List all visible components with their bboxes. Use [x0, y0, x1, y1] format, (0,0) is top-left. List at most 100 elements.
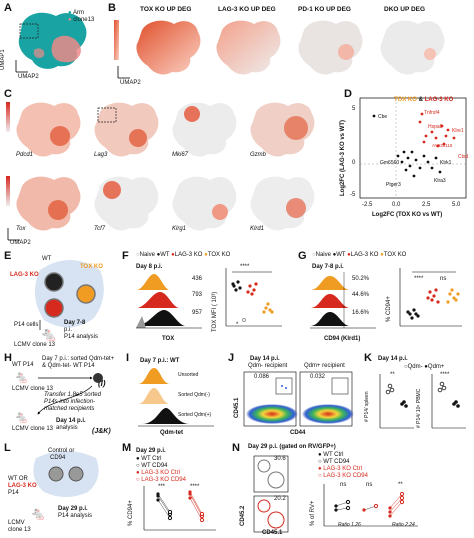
n-yaxis2: % of RV+	[310, 500, 316, 526]
legend-clone13: ● clone13	[68, 17, 95, 23]
gene-gzmb: Gzmb	[250, 152, 267, 158]
m-legend-1: ○ WT CD94	[136, 463, 168, 469]
axis-umap1-a: UMAP1	[0, 49, 6, 70]
n-ns2: ns	[366, 482, 373, 488]
d-ytick-m5: -5	[350, 192, 356, 198]
panel-label-c: C	[4, 88, 12, 100]
panel-label-b: B	[108, 2, 116, 14]
d-yaxis: Log2FC (LAG-3 KO vs WT)	[340, 120, 346, 196]
k-day: Day 14 p.i.	[378, 356, 408, 362]
f-yaxis: TOX MFI ( 10³)	[212, 291, 218, 332]
gene-pdcd1: Pdcd1	[16, 152, 34, 158]
l-title2: CD94	[50, 455, 66, 461]
gene-cbe: Cbe	[378, 114, 388, 120]
e-tox: TOX KO	[80, 264, 103, 270]
title-tox-ko-up: TOX KO UP DEG	[140, 6, 192, 13]
f-legend: ○Naive ●WT ●LAG-3 KO ●TOX KO	[136, 252, 231, 258]
n-stars: **	[398, 482, 403, 488]
axis-umap2-c: UMAP2	[10, 240, 31, 246]
n-legend-3: ○ LAG-3 KO CD94	[318, 473, 368, 479]
umap-a-svg	[15, 12, 87, 73]
gene-lag3: Lag3	[94, 152, 108, 158]
h-transfer: Transfer 1.8e5 sorted	[44, 392, 101, 398]
d-ytick-0: 0	[352, 160, 356, 166]
e-pi: p.i.	[64, 327, 73, 333]
n-q2: 20.2	[274, 496, 286, 502]
k-dotplots	[379, 374, 466, 429]
j-p1: 0.086	[254, 374, 270, 380]
schematic-e	[34, 260, 104, 330]
panel-label-e: E	[4, 250, 12, 262]
n-dotplot	[323, 484, 418, 527]
e-analysis: P14 analysis	[64, 334, 99, 340]
m-legend-0: ● WT Ctrl	[136, 456, 162, 462]
h-day14: Day 14 p.i.	[56, 418, 86, 424]
f-star1: *	[236, 322, 239, 328]
title-dko-up: DKO UP DEG	[384, 6, 426, 13]
n-q1: 30.6	[274, 456, 286, 462]
l-schematic	[33, 451, 99, 497]
gene-mki67: Mki67	[172, 152, 189, 158]
gene-ptger3: Ptger3	[386, 182, 401, 188]
l-day: Day 29 p.i.	[58, 506, 88, 512]
n-flow-plots	[253, 455, 289, 533]
e-lcmv: LCMV clone 13	[14, 342, 56, 348]
n-ratio1: Ratio 1.26	[338, 522, 361, 528]
title-pd1-ko-up: PD-1 KO UP DEG	[298, 6, 351, 13]
gene-gm6560: Gm6560	[380, 160, 400, 166]
n-ratio2: Ratio 2.24	[392, 522, 415, 528]
g-histogram	[310, 272, 376, 329]
m-legend-2: ● LAG-3 KO Ctrl	[136, 470, 180, 476]
f-mfi-436: 436	[192, 276, 203, 282]
h-lcmv2: LCMV clone 13	[12, 426, 54, 432]
gene-klre1: Klre1	[452, 128, 464, 134]
gene-ay036118: AY036118	[432, 143, 453, 148]
n-xaxis: CD45.1	[262, 530, 283, 536]
f-dotplot	[225, 268, 282, 327]
j-h1: Qdm- recipient	[248, 363, 288, 369]
j-xaxis: CD44	[290, 430, 306, 436]
g-xaxis: CD94 (Klrd1)	[324, 336, 361, 342]
gene-hspa8: Hspa8	[428, 124, 443, 130]
g-stars: ****	[414, 276, 424, 282]
mouse-icon-l: 🐁	[30, 506, 47, 521]
j-p2: 0.032	[310, 374, 326, 380]
n-day: Day 29 p.i. (gated on RV/GFP+)	[248, 444, 336, 450]
m-yaxis: % CD94+	[128, 500, 134, 526]
h-transfer2: P14s into infection-	[44, 399, 96, 405]
m-day: Day 29 p.i.	[136, 448, 166, 454]
l-analysis: P14 analysis	[58, 513, 93, 519]
i-xaxis: Qdm-tet	[160, 430, 183, 436]
title-lag3-ko-up: LAG-3 KO UP DEG	[218, 6, 276, 13]
i-row-unsorted: Unsorted	[178, 372, 199, 378]
gene-tnfrsf4: Tnfrsf4	[424, 110, 440, 116]
f-mfi-957: 957	[192, 310, 203, 316]
e-wt: WT	[42, 256, 52, 262]
gene-klrg1: Klrg1	[172, 226, 187, 232]
umap-arm-clone13: ● Arm ● clone13 UMAP2	[14, 6, 95, 80]
j-day: Day 14 p.i.	[250, 356, 280, 362]
panel-label-a: A	[4, 2, 12, 14]
f-stars: ****	[240, 264, 250, 270]
h-wt: WT P14	[12, 362, 34, 368]
k-stars2: ****	[440, 372, 450, 378]
l-wt: WT OR	[8, 476, 28, 482]
d-xtick-0: 0.0	[392, 202, 401, 208]
d-ytick-5: 5	[352, 106, 356, 112]
h-i: (I)	[98, 379, 106, 388]
g-legend: ○Naive ●WT ●LAG-3 KO ●TOX KO	[312, 252, 407, 258]
f-mfi-793: 793	[192, 292, 203, 298]
k-legend: ○Qdm- ●Qdm+	[404, 364, 445, 370]
panel-label-d: D	[344, 88, 352, 100]
n-ns1: ns	[340, 482, 347, 488]
l-title1: Control or	[48, 448, 75, 454]
panel-label-g: G	[298, 250, 307, 262]
h-jk: (J&K)	[92, 428, 111, 435]
m-legend-3: ○ LAG-3 KO CD94	[136, 477, 186, 483]
f-xaxis: TOX	[162, 336, 175, 342]
i-title: Day 7 p.i.: WT	[140, 358, 180, 364]
gene-umap-grid	[6, 102, 315, 241]
k-y2: # P14/ 10⁶ PBMC	[416, 388, 422, 428]
m-dotplot	[143, 486, 216, 531]
axis-umap2: UMAP2	[18, 74, 39, 80]
